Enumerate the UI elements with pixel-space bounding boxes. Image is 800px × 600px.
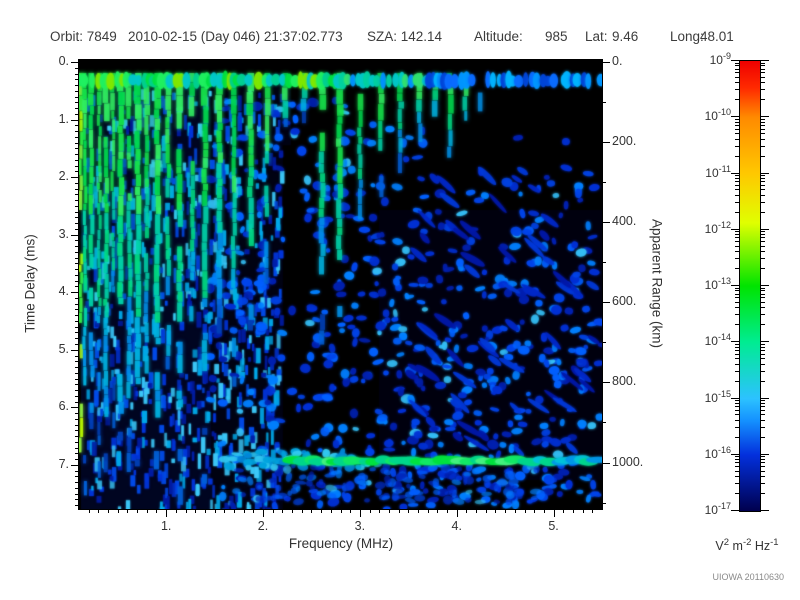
y2-axis-title: Apparent Range (km) bbox=[649, 218, 665, 349]
x-axis-title: Frequency (MHz) bbox=[288, 536, 394, 551]
unit-part: m bbox=[729, 539, 743, 554]
x-tick-label: 4. bbox=[451, 519, 462, 533]
header-segment-7: Long: bbox=[670, 29, 704, 44]
colorbar-tick-label: 10-15 bbox=[704, 388, 731, 405]
y-tick-label: 5. bbox=[58, 341, 69, 356]
y2-tick-label: 600. bbox=[612, 294, 637, 309]
header-segment-6: 9.46 bbox=[612, 29, 639, 44]
y2-tick-label: 400. bbox=[612, 214, 637, 229]
y-tick-label: 3. bbox=[58, 226, 69, 241]
header-segment-5: Lat: bbox=[585, 29, 608, 44]
header-segment-0: Orbit: 7849 bbox=[50, 29, 117, 44]
header-segment-1: 2010-02-15 (Day 046) 21:37:02.773 bbox=[128, 29, 343, 44]
header-segment-4: 985 bbox=[545, 29, 568, 44]
colorbar-tick-label: 10-11 bbox=[705, 163, 731, 180]
x-tick-label: 5. bbox=[548, 519, 559, 533]
y-tick-label: 0. bbox=[58, 54, 69, 68]
colorbar-tick-label: 10-16 bbox=[704, 444, 731, 461]
colorbar-tick-label: 10-13 bbox=[704, 276, 731, 292]
y-axis-title: Time Delay (ms) bbox=[22, 234, 38, 333]
unit-part: Hz bbox=[751, 539, 771, 554]
colorbar-tick-label: 10-9 bbox=[709, 51, 731, 67]
colorbar-gradient bbox=[739, 60, 761, 512]
header-segment-8: 48.01 bbox=[700, 29, 734, 44]
colorbar-tick-label: 10-10 bbox=[704, 107, 731, 124]
colorbar-tick-label: 10-14 bbox=[704, 332, 731, 349]
y-tick-label: 7. bbox=[58, 456, 69, 471]
x-tick-label: 2. bbox=[257, 519, 269, 533]
colorbar-tick-label: 10-12 bbox=[704, 219, 731, 236]
header-segment-2: SZA: 142.14 bbox=[367, 29, 443, 44]
header-segment-3: Altitude: bbox=[474, 29, 523, 44]
y-tick-label: 4. bbox=[58, 284, 69, 299]
spectrogram-canvas bbox=[79, 60, 602, 509]
x-tick-label: 1. bbox=[160, 519, 172, 533]
credit-text: UIOWA 20110630 bbox=[712, 572, 784, 582]
x-tick-label: 3. bbox=[354, 519, 366, 533]
unit-part: V bbox=[715, 539, 724, 554]
y-tick-label: 6. bbox=[58, 399, 69, 414]
y2-tick-label: 0. bbox=[612, 54, 623, 68]
y2-tick-label: 1000. bbox=[612, 454, 644, 469]
y2-tick-label: 200. bbox=[612, 134, 637, 149]
y-tick-label: 1. bbox=[58, 111, 69, 126]
y-tick-label: 2. bbox=[58, 169, 69, 184]
colorbar-tick-label: 10-17 bbox=[704, 501, 731, 517]
colorbar-units-label: V2 m-2 Hz-1 bbox=[715, 537, 779, 554]
y2-tick-label: 800. bbox=[612, 374, 637, 389]
